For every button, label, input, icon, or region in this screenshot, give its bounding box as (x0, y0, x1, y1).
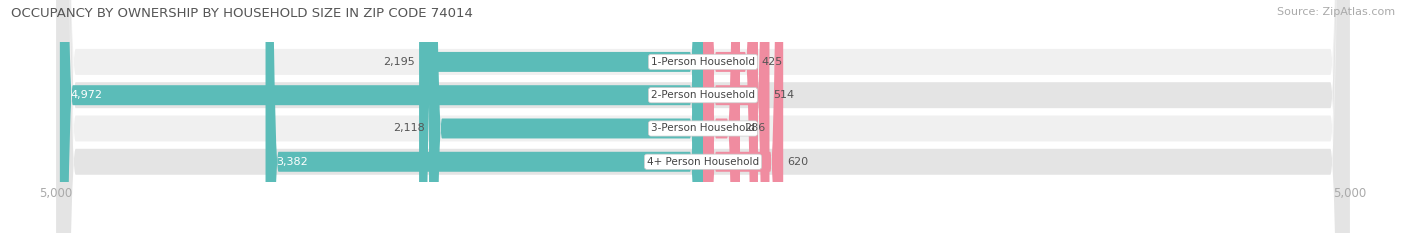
Text: 4,972: 4,972 (70, 90, 103, 100)
FancyBboxPatch shape (60, 0, 703, 233)
FancyBboxPatch shape (419, 0, 703, 233)
Text: 2-Person Household: 2-Person Household (651, 90, 755, 100)
Text: 286: 286 (744, 123, 765, 134)
FancyBboxPatch shape (56, 0, 1350, 233)
FancyBboxPatch shape (266, 0, 703, 233)
Text: 620: 620 (787, 157, 808, 167)
FancyBboxPatch shape (703, 0, 769, 233)
FancyBboxPatch shape (703, 0, 758, 233)
FancyBboxPatch shape (56, 0, 1350, 233)
Text: 3-Person Household: 3-Person Household (651, 123, 755, 134)
Text: 1-Person Household: 1-Person Household (651, 57, 755, 67)
Text: 425: 425 (762, 57, 783, 67)
Text: 3,382: 3,382 (276, 157, 308, 167)
Text: 2,118: 2,118 (394, 123, 425, 134)
FancyBboxPatch shape (56, 0, 1350, 233)
FancyBboxPatch shape (703, 0, 740, 233)
FancyBboxPatch shape (703, 0, 783, 233)
Text: 2,195: 2,195 (384, 57, 415, 67)
Text: 514: 514 (773, 90, 794, 100)
Text: OCCUPANCY BY OWNERSHIP BY HOUSEHOLD SIZE IN ZIP CODE 74014: OCCUPANCY BY OWNERSHIP BY HOUSEHOLD SIZE… (11, 7, 474, 20)
FancyBboxPatch shape (56, 0, 1350, 233)
FancyBboxPatch shape (429, 0, 703, 233)
Text: Source: ZipAtlas.com: Source: ZipAtlas.com (1277, 7, 1395, 17)
Text: 4+ Person Household: 4+ Person Household (647, 157, 759, 167)
